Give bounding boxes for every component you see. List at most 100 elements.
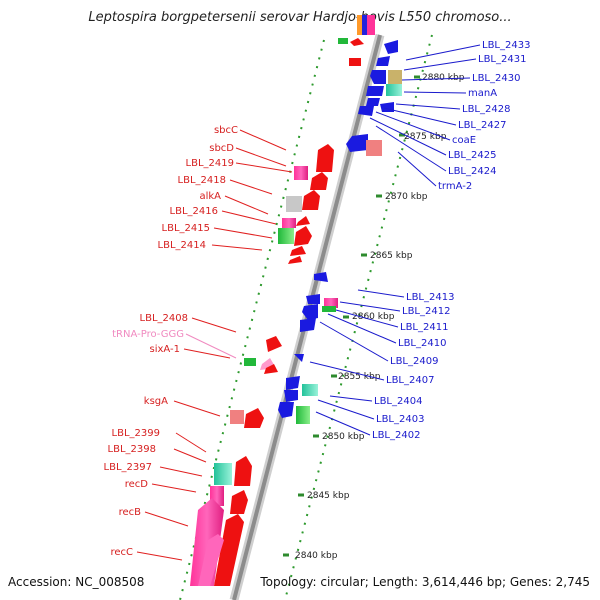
reverse-features — [278, 40, 402, 424]
feature-arrow — [278, 402, 294, 418]
feature-arrow — [310, 172, 328, 190]
feature-tracks — [179, 34, 433, 600]
feature-arrow — [214, 514, 244, 586]
gene-label-LBL_2428: LBL_2428 — [462, 104, 510, 115]
ruler-label: 2840 kbp — [295, 551, 338, 561]
feature-block — [367, 15, 375, 35]
gene-label-trmA-2: trmA-2 — [438, 181, 472, 192]
feature-block — [349, 58, 361, 66]
gene-label-LBL_2403: LBL_2403 — [376, 414, 424, 425]
feature-block — [244, 358, 256, 366]
gene-label-LBL_2425: LBL_2425 — [448, 150, 496, 161]
feature-block — [302, 384, 318, 396]
feature-arrow — [314, 272, 328, 282]
ruler-ticks — [283, 75, 420, 557]
genome-summary-text: Topology: circular; Length: 3,614,446 bp… — [260, 575, 590, 589]
feature-block — [362, 15, 370, 35]
gene-label-LBL_2430: LBL_2430 — [472, 73, 520, 84]
feature-arrow — [234, 456, 252, 486]
gene-label-LBL_2411: LBL_2411 — [400, 322, 448, 333]
gene-label-alkA: alkA — [199, 191, 221, 202]
feature-arrow — [300, 318, 316, 332]
trna-leader — [185, 333, 237, 359]
gene-label-recD: recD — [125, 479, 149, 490]
feature-block — [338, 38, 348, 44]
ruler-label: 2870 kbp — [385, 192, 428, 202]
feature-block — [386, 84, 402, 96]
feature-arrow — [296, 216, 310, 226]
gene-label-LBL_2408: LBL_2408 — [140, 313, 188, 324]
gene-label-coaE: coaE — [452, 135, 476, 146]
gene-label-LBL_2414: LBL_2414 — [158, 240, 206, 251]
gene-label-ksgA: ksgA — [144, 396, 168, 407]
ruler-label: 2860 kbp — [352, 312, 395, 322]
forward-features — [190, 15, 375, 586]
gene-label-LBL_2427: LBL_2427 — [458, 120, 506, 131]
feature-arrow — [302, 190, 320, 210]
feature-arrow — [284, 390, 298, 402]
feature-arrow — [346, 134, 368, 152]
gene-label-LBL_2399: LBL_2399 — [112, 428, 160, 439]
reverse-leaders — [309, 44, 481, 436]
ruler-labels: 2880 kbp 2875 kbp 2870 kbp 2865 kbp 2860… — [295, 73, 465, 561]
feature-arrow — [366, 98, 380, 106]
feature-block — [230, 410, 244, 424]
feature-arrow — [316, 144, 334, 172]
gene-label-LBL_2404: LBL_2404 — [374, 396, 422, 407]
gene-label-recC: recC — [110, 547, 133, 558]
feature-arrow — [380, 102, 394, 112]
feature-arrow — [302, 304, 318, 320]
feature-block — [324, 298, 338, 308]
gene-label-LBL_2409: LBL_2409 — [390, 356, 438, 367]
forward-labels: sbcC sbcD LBL_2419 LBL_2418 alkA LBL_241… — [104, 125, 238, 558]
gene-label-sbcD: sbcD — [209, 143, 234, 154]
feature-block — [286, 196, 302, 212]
gene-label-LBL_2418: LBL_2418 — [178, 175, 226, 186]
gene-label-recB: recB — [119, 507, 142, 518]
feature-arrow — [286, 376, 300, 390]
feature-arrow — [294, 226, 312, 246]
gene-label-sbcC: sbcC — [214, 125, 238, 136]
gene-label-LBL_2402: LBL_2402 — [372, 430, 420, 441]
gene-label-LBL_2413: LBL_2413 — [406, 292, 454, 303]
gene-label-LBL_2416: LBL_2416 — [170, 206, 218, 217]
feature-arrow — [290, 246, 306, 256]
feature-block — [214, 463, 232, 485]
reverse-labels: LBL_2433 LBL_2431 LBL_2430 manA LBL_2428… — [372, 40, 530, 441]
gene-label-LBL_2433: LBL_2433 — [482, 40, 530, 51]
feature-arrow — [306, 294, 320, 304]
gene-label-LBL_2407: LBL_2407 — [386, 375, 434, 386]
feature-block — [278, 228, 294, 244]
feature-block — [366, 140, 382, 156]
gene-label-LBL_2431: LBL_2431 — [478, 54, 526, 65]
feature-arrow — [366, 86, 384, 96]
feature-arrow — [266, 336, 282, 352]
feature-arrow — [384, 40, 398, 54]
gene-label-LBL_2412: LBL_2412 — [402, 306, 450, 317]
gene-label-manA: manA — [468, 88, 497, 99]
gene-label-LBL_2398: LBL_2398 — [108, 444, 156, 455]
feature-block — [357, 15, 365, 35]
accession-text: Accession: NC_008508 — [8, 575, 145, 589]
feature-arrow — [230, 490, 248, 514]
feature-arrow — [264, 364, 278, 374]
feature-arrow — [358, 106, 374, 116]
gene-label-tRNA-Pro-GGG: tRNA-Pro-GGG — [112, 329, 184, 340]
ruler-label: 2865 kbp — [370, 251, 413, 261]
gene-label-LBL_2410: LBL_2410 — [398, 338, 446, 349]
ruler-label: 2875 kbp — [404, 132, 447, 142]
forward-leaders — [136, 129, 293, 561]
feature-block — [294, 166, 308, 180]
gene-label-LBL_2424: LBL_2424 — [448, 166, 496, 177]
feature-arrow — [244, 408, 264, 428]
gene-label-LBL_2415: LBL_2415 — [162, 223, 210, 234]
map-title: Leptospira borgpetersenii serovar Hardjo… — [88, 10, 512, 25]
feature-block — [296, 406, 310, 424]
feature-arrow — [198, 534, 224, 586]
gene-label-sixA-1: sixA-1 — [150, 344, 181, 355]
feature-block — [388, 70, 402, 84]
ruler-label: 2880 kbp — [422, 73, 465, 83]
ruler-label: 2850 kbp — [322, 432, 365, 442]
